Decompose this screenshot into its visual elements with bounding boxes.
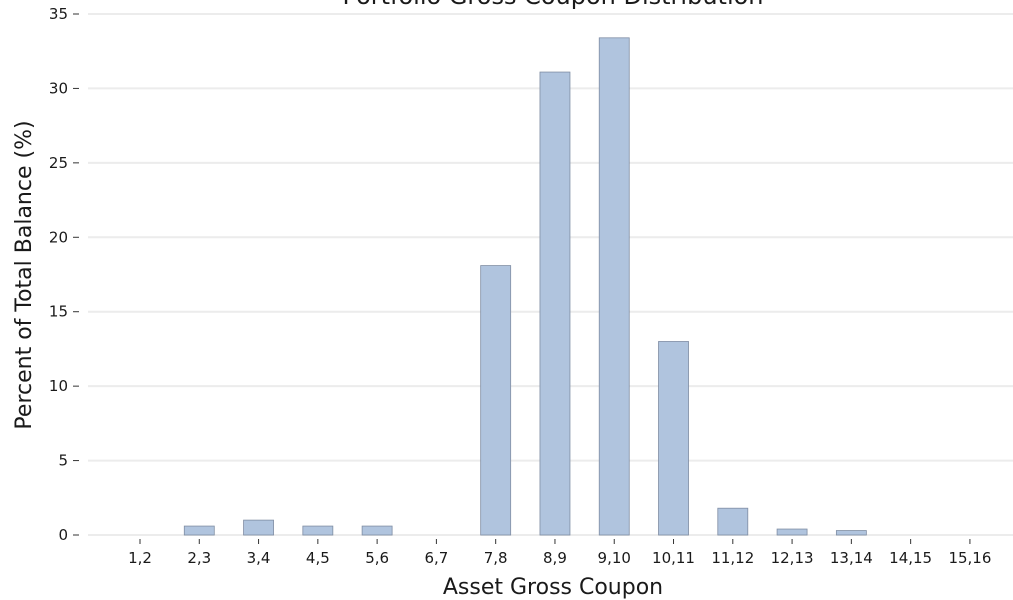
y-axis-label: Percent of Total Balance (%) [12, 120, 37, 429]
bar-10-11 [658, 341, 689, 536]
y-tick-label: 25 [49, 154, 68, 172]
bar-2-3 [183, 525, 215, 536]
x-axis: 1,2 2,3 3,4 4,5 5,6 6,7 7,8 8,9 9,10 10,11 11,12 12… [128, 539, 991, 567]
bar-3-4 [243, 519, 274, 536]
x-tick-label: 15,16 [948, 549, 991, 567]
x-tick-label: 11,12 [711, 549, 754, 567]
y-tick-label: 0 [58, 526, 68, 544]
x-tick-label: 13,14 [830, 549, 873, 567]
y-tick-label: 15 [49, 303, 68, 321]
x-tick-label: 6,7 [424, 549, 448, 567]
x-tick-label: 2,3 [187, 549, 211, 567]
bar-12-13 [776, 528, 808, 536]
x-tick-label: 5,6 [365, 549, 389, 567]
bar-11-12 [717, 507, 749, 536]
x-tick-label: 4,5 [306, 549, 330, 567]
bar-9-10 [598, 37, 630, 536]
bar-5-6 [361, 525, 393, 536]
x-tick-label: 8,9 [543, 549, 567, 567]
x-tick-label: 14,15 [889, 549, 932, 567]
x-tick-label: 3,4 [247, 549, 271, 567]
y-tick-label: 30 [49, 79, 68, 97]
bar-4-5 [302, 525, 334, 536]
y-axis: 0 5 10 15 20 25 30 35 [49, 5, 79, 544]
chart-title: Portfolio Gross Coupon Distribution [342, 0, 763, 10]
x-tick-label: 9,10 [598, 549, 631, 567]
x-axis-label: Asset Gross Coupon [443, 575, 663, 600]
bars [183, 37, 867, 536]
x-tick-label: 1,2 [128, 549, 152, 567]
bar-8-9 [539, 71, 571, 536]
x-tick-label: 12,13 [771, 549, 814, 567]
bar-7-8 [480, 265, 512, 536]
x-tick-label: 7,8 [484, 549, 508, 567]
y-tick-label: 5 [58, 452, 68, 470]
x-tick-label: 10,11 [652, 549, 695, 567]
bar-13-14 [835, 530, 867, 536]
y-tick-label: 35 [49, 5, 68, 23]
y-tick-label: 20 [49, 228, 68, 246]
y-tick-label: 10 [49, 377, 68, 395]
